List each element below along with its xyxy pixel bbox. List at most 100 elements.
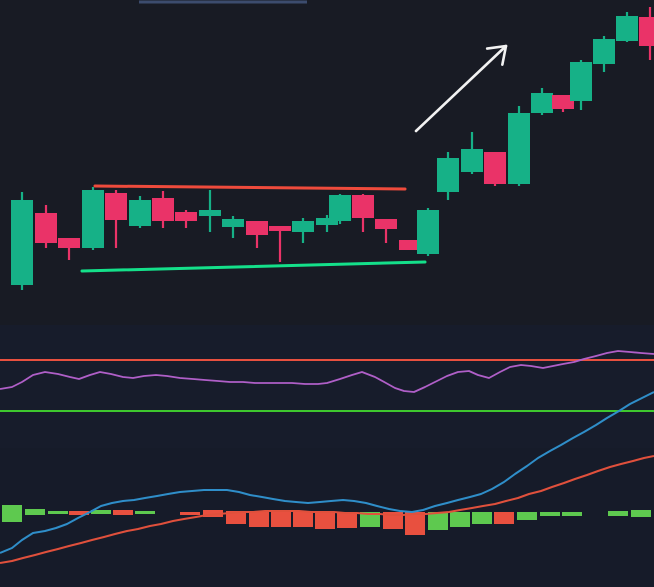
macd-histogram-bar bbox=[91, 510, 111, 514]
candlestick[interactable] bbox=[152, 191, 174, 228]
macd-histogram-bar bbox=[25, 509, 45, 515]
candlestick[interactable] bbox=[35, 205, 57, 248]
macd-histogram-bar bbox=[517, 512, 537, 520]
macd-histogram-bar bbox=[293, 512, 313, 527]
macd-line[interactable] bbox=[0, 391, 654, 554]
macd-histogram-bar bbox=[405, 512, 425, 535]
candlestick[interactable] bbox=[375, 219, 397, 243]
candlestick[interactable] bbox=[352, 194, 374, 232]
candlestick[interactable] bbox=[82, 187, 104, 250]
macd-histogram-bar bbox=[608, 511, 628, 516]
macd-histogram-bar bbox=[135, 511, 155, 514]
macd-histogram-bar bbox=[69, 511, 89, 515]
candle-body bbox=[352, 195, 374, 218]
candle-body bbox=[552, 95, 574, 109]
candlestick-series[interactable] bbox=[11, 7, 654, 290]
candlestick[interactable] bbox=[461, 132, 483, 174]
candle-body bbox=[375, 219, 397, 229]
price-panel-background bbox=[0, 0, 654, 325]
breakout-arrow[interactable] bbox=[414, 44, 508, 133]
candlestick[interactable] bbox=[129, 196, 151, 228]
candle-body bbox=[175, 212, 197, 221]
candle-body bbox=[570, 62, 592, 101]
rsi-panel-background bbox=[0, 325, 654, 448]
macd-histogram-bar bbox=[540, 512, 560, 516]
macd-histogram-bar bbox=[271, 512, 291, 527]
candle-body bbox=[11, 200, 33, 285]
candle-body bbox=[35, 213, 57, 243]
support-trendline[interactable] bbox=[80, 260, 427, 273]
candlestick[interactable] bbox=[531, 88, 553, 115]
macd-histogram-bar bbox=[48, 511, 68, 514]
candlestick[interactable] bbox=[329, 194, 351, 224]
macd-histogram-bar bbox=[562, 512, 582, 516]
candlestick[interactable] bbox=[246, 221, 268, 248]
candlestick[interactable] bbox=[508, 106, 530, 186]
candle-body bbox=[639, 17, 654, 46]
rsi-line[interactable] bbox=[0, 350, 654, 393]
candlestick[interactable] bbox=[175, 210, 197, 228]
candle-body bbox=[508, 113, 530, 184]
candle-body bbox=[82, 190, 104, 248]
macd-indicator[interactable] bbox=[0, 391, 654, 564]
candle-body bbox=[437, 158, 459, 192]
candle-body bbox=[199, 210, 221, 216]
candle-body bbox=[531, 93, 553, 113]
rsi-indicator[interactable] bbox=[0, 350, 654, 412]
candle-body bbox=[292, 221, 314, 232]
candle-body bbox=[417, 210, 439, 254]
candlestick[interactable] bbox=[593, 36, 615, 72]
candlestick[interactable] bbox=[199, 190, 221, 232]
macd-histogram-bar bbox=[472, 512, 492, 524]
candle-body bbox=[222, 219, 244, 227]
candlestick[interactable] bbox=[552, 95, 574, 112]
macd-histogram-bar bbox=[226, 511, 246, 524]
candlestick[interactable] bbox=[222, 216, 244, 238]
macd-histogram-bar bbox=[383, 512, 403, 529]
candlestick[interactable] bbox=[639, 7, 654, 60]
macd-histogram-bar bbox=[360, 512, 380, 527]
candle-body bbox=[616, 16, 638, 41]
macd-histogram-bar bbox=[113, 510, 133, 515]
macd-histogram-bar bbox=[337, 512, 357, 528]
trendline-group[interactable] bbox=[80, 184, 427, 273]
macd-histogram-bar bbox=[494, 512, 514, 524]
candlestick[interactable] bbox=[437, 152, 459, 200]
candlestick[interactable] bbox=[316, 215, 338, 232]
candlestick[interactable] bbox=[417, 208, 439, 256]
candlestick[interactable] bbox=[570, 60, 592, 110]
candlestick[interactable] bbox=[616, 12, 638, 42]
candle-body bbox=[399, 240, 421, 250]
candle-body bbox=[484, 152, 506, 184]
macd-histogram-bar bbox=[315, 512, 335, 529]
candle-body bbox=[316, 218, 338, 225]
macd-signal-line[interactable] bbox=[0, 455, 654, 564]
candle-body bbox=[269, 226, 291, 231]
candlestick[interactable] bbox=[58, 238, 80, 260]
arrow-head bbox=[485, 44, 508, 66]
macd-histogram-bar bbox=[2, 505, 22, 522]
candle-body bbox=[129, 200, 151, 226]
macd-histogram-bar bbox=[428, 512, 448, 530]
candle-body bbox=[58, 238, 80, 248]
candle-body bbox=[152, 198, 174, 221]
candlestick[interactable] bbox=[399, 240, 421, 250]
candlestick[interactable] bbox=[11, 192, 33, 290]
candlestick[interactable] bbox=[484, 152, 506, 186]
resistance-trendline[interactable] bbox=[93, 184, 407, 191]
arrow-shaft bbox=[414, 44, 508, 133]
macd-histogram-bar bbox=[249, 512, 269, 527]
candle-body bbox=[105, 193, 127, 220]
candle-body bbox=[329, 195, 351, 221]
macd-histogram-bar bbox=[450, 512, 470, 527]
macd-histogram-bar bbox=[180, 512, 200, 515]
candlestick[interactable] bbox=[292, 218, 314, 243]
macd-histogram-bar bbox=[631, 510, 651, 517]
candlestick[interactable] bbox=[269, 226, 291, 262]
candle-body bbox=[246, 221, 268, 235]
candle-body bbox=[593, 39, 615, 64]
candle-body bbox=[461, 149, 483, 172]
candlestick[interactable] bbox=[105, 190, 127, 248]
